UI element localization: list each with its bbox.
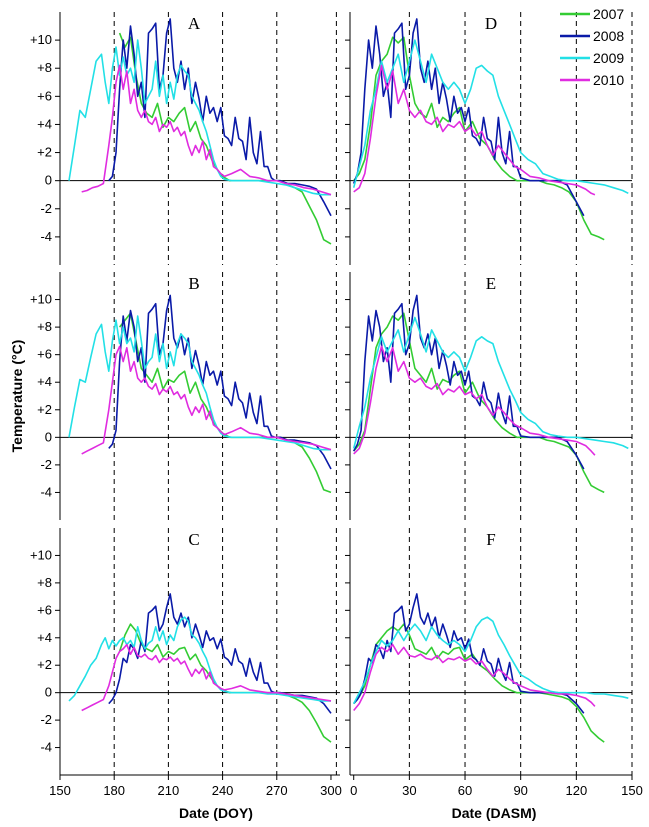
panel-f: 0 30 60 90 120 150 F <box>345 528 643 798</box>
y-tick-label: +8 <box>37 60 52 75</box>
series-line-2008 <box>108 18 332 217</box>
y-tick-label: +2 <box>37 657 52 672</box>
y-tick-label: 0 <box>45 173 52 188</box>
y-tick-label: 0 <box>45 685 52 700</box>
series-line-2009 <box>352 39 629 195</box>
series-line-2010 <box>353 643 596 712</box>
y-tick-label: +10 <box>30 292 52 307</box>
y-tick-label: -2 <box>40 201 52 216</box>
y-tick-label: -2 <box>40 457 52 472</box>
x-tick-label: 300 <box>320 783 342 798</box>
y-tick-label: -4 <box>40 229 52 244</box>
x-tick-label: 0 <box>350 783 357 798</box>
series-line-2009 <box>68 315 331 451</box>
panel-label: B <box>188 274 199 293</box>
y-tick-label: 0 <box>45 429 52 444</box>
x-tick-label: 30 <box>402 783 416 798</box>
y-tick-label: +10 <box>30 32 52 47</box>
x-axis-title-dasm: Date (DASM) <box>452 805 537 821</box>
panel-label: C <box>188 530 199 549</box>
legend-label: 2008 <box>593 28 624 44</box>
y-axis-title: Temperature (°C) <box>9 340 25 453</box>
legend-item-2007: 2007 <box>560 6 624 22</box>
series-line-2008 <box>352 294 585 470</box>
x-tick-label: 270 <box>266 783 288 798</box>
panel-e: E <box>345 272 633 520</box>
panel-label: E <box>486 274 496 293</box>
series-line-2009 <box>352 616 629 704</box>
panels-layer: +10+8+6+4+20-2-4A D+10+8+6+4+20-2-4B E+10+… <box>30 12 643 798</box>
series-line-2009 <box>68 39 331 196</box>
panel-b: +10 +8 +6 +4 +2 0 -2 -4 B <box>30 272 340 520</box>
y-tick-label: +6 <box>37 347 52 362</box>
panel-a: +10 +8 +6 +4 +2 0 -2 -4 A <box>30 12 340 265</box>
x-tick-label: 180 <box>103 783 125 798</box>
y-tick-label: +2 <box>37 402 52 417</box>
series-line-2010 <box>353 345 596 456</box>
y-tick-label: +4 <box>37 630 52 645</box>
panel-label: F <box>486 530 495 549</box>
x-tick-label: 60 <box>458 783 472 798</box>
series-line-2007 <box>353 36 605 241</box>
legend-item-2008: 2008 <box>560 28 624 44</box>
y-tick-label: +4 <box>37 116 52 131</box>
y-tick-label: +6 <box>37 88 52 103</box>
legend: 2007 2008 2009 2010 <box>560 6 624 88</box>
panel-label: A <box>188 14 201 33</box>
legend-label: 2007 <box>593 6 624 22</box>
y-tick-label: +10 <box>30 547 52 562</box>
x-tick-label: 150 <box>49 783 71 798</box>
series-line-2007 <box>118 32 332 245</box>
series-line-2010 <box>81 643 332 712</box>
series-line-2010 <box>81 345 332 455</box>
y-tick-label: +8 <box>37 319 52 334</box>
series-line-2007 <box>118 312 332 494</box>
series-line-2007 <box>353 312 605 494</box>
panel-c: +10 +8 +6 +4 +2 0 -2 -4 150 180 210 240 270 300 C <box>30 528 342 798</box>
y-tick-label: +2 <box>37 145 52 160</box>
series-line-2010 <box>81 64 332 196</box>
x-tick-label: 120 <box>565 783 587 798</box>
legend-item-2010: 2010 <box>560 72 624 88</box>
panel-d: D <box>345 12 633 265</box>
series-line-2009 <box>352 316 629 450</box>
legend-item-2009: 2009 <box>560 50 624 66</box>
x-axis-title-doy: Date (DOY) <box>179 805 253 821</box>
series-line-2009 <box>68 616 331 702</box>
series-line-2010 <box>353 64 596 196</box>
series-line-2007 <box>353 623 605 743</box>
y-tick-label: -4 <box>40 740 52 755</box>
legend-label: 2009 <box>593 50 624 66</box>
y-tick-label: -2 <box>40 712 52 727</box>
legend-label: 2010 <box>593 72 624 88</box>
x-tick-label: 240 <box>212 783 234 798</box>
y-tick-label: +6 <box>37 602 52 617</box>
x-tick-label: 150 <box>621 783 643 798</box>
y-tick-label: -4 <box>40 484 52 499</box>
x-tick-label: 90 <box>513 783 527 798</box>
panel-label: D <box>485 14 497 33</box>
series-line-2008 <box>108 294 332 470</box>
x-tick-label: 210 <box>158 783 180 798</box>
y-tick-label: +4 <box>37 374 52 389</box>
y-tick-label: +8 <box>37 575 52 590</box>
series-line-2008 <box>353 593 585 714</box>
